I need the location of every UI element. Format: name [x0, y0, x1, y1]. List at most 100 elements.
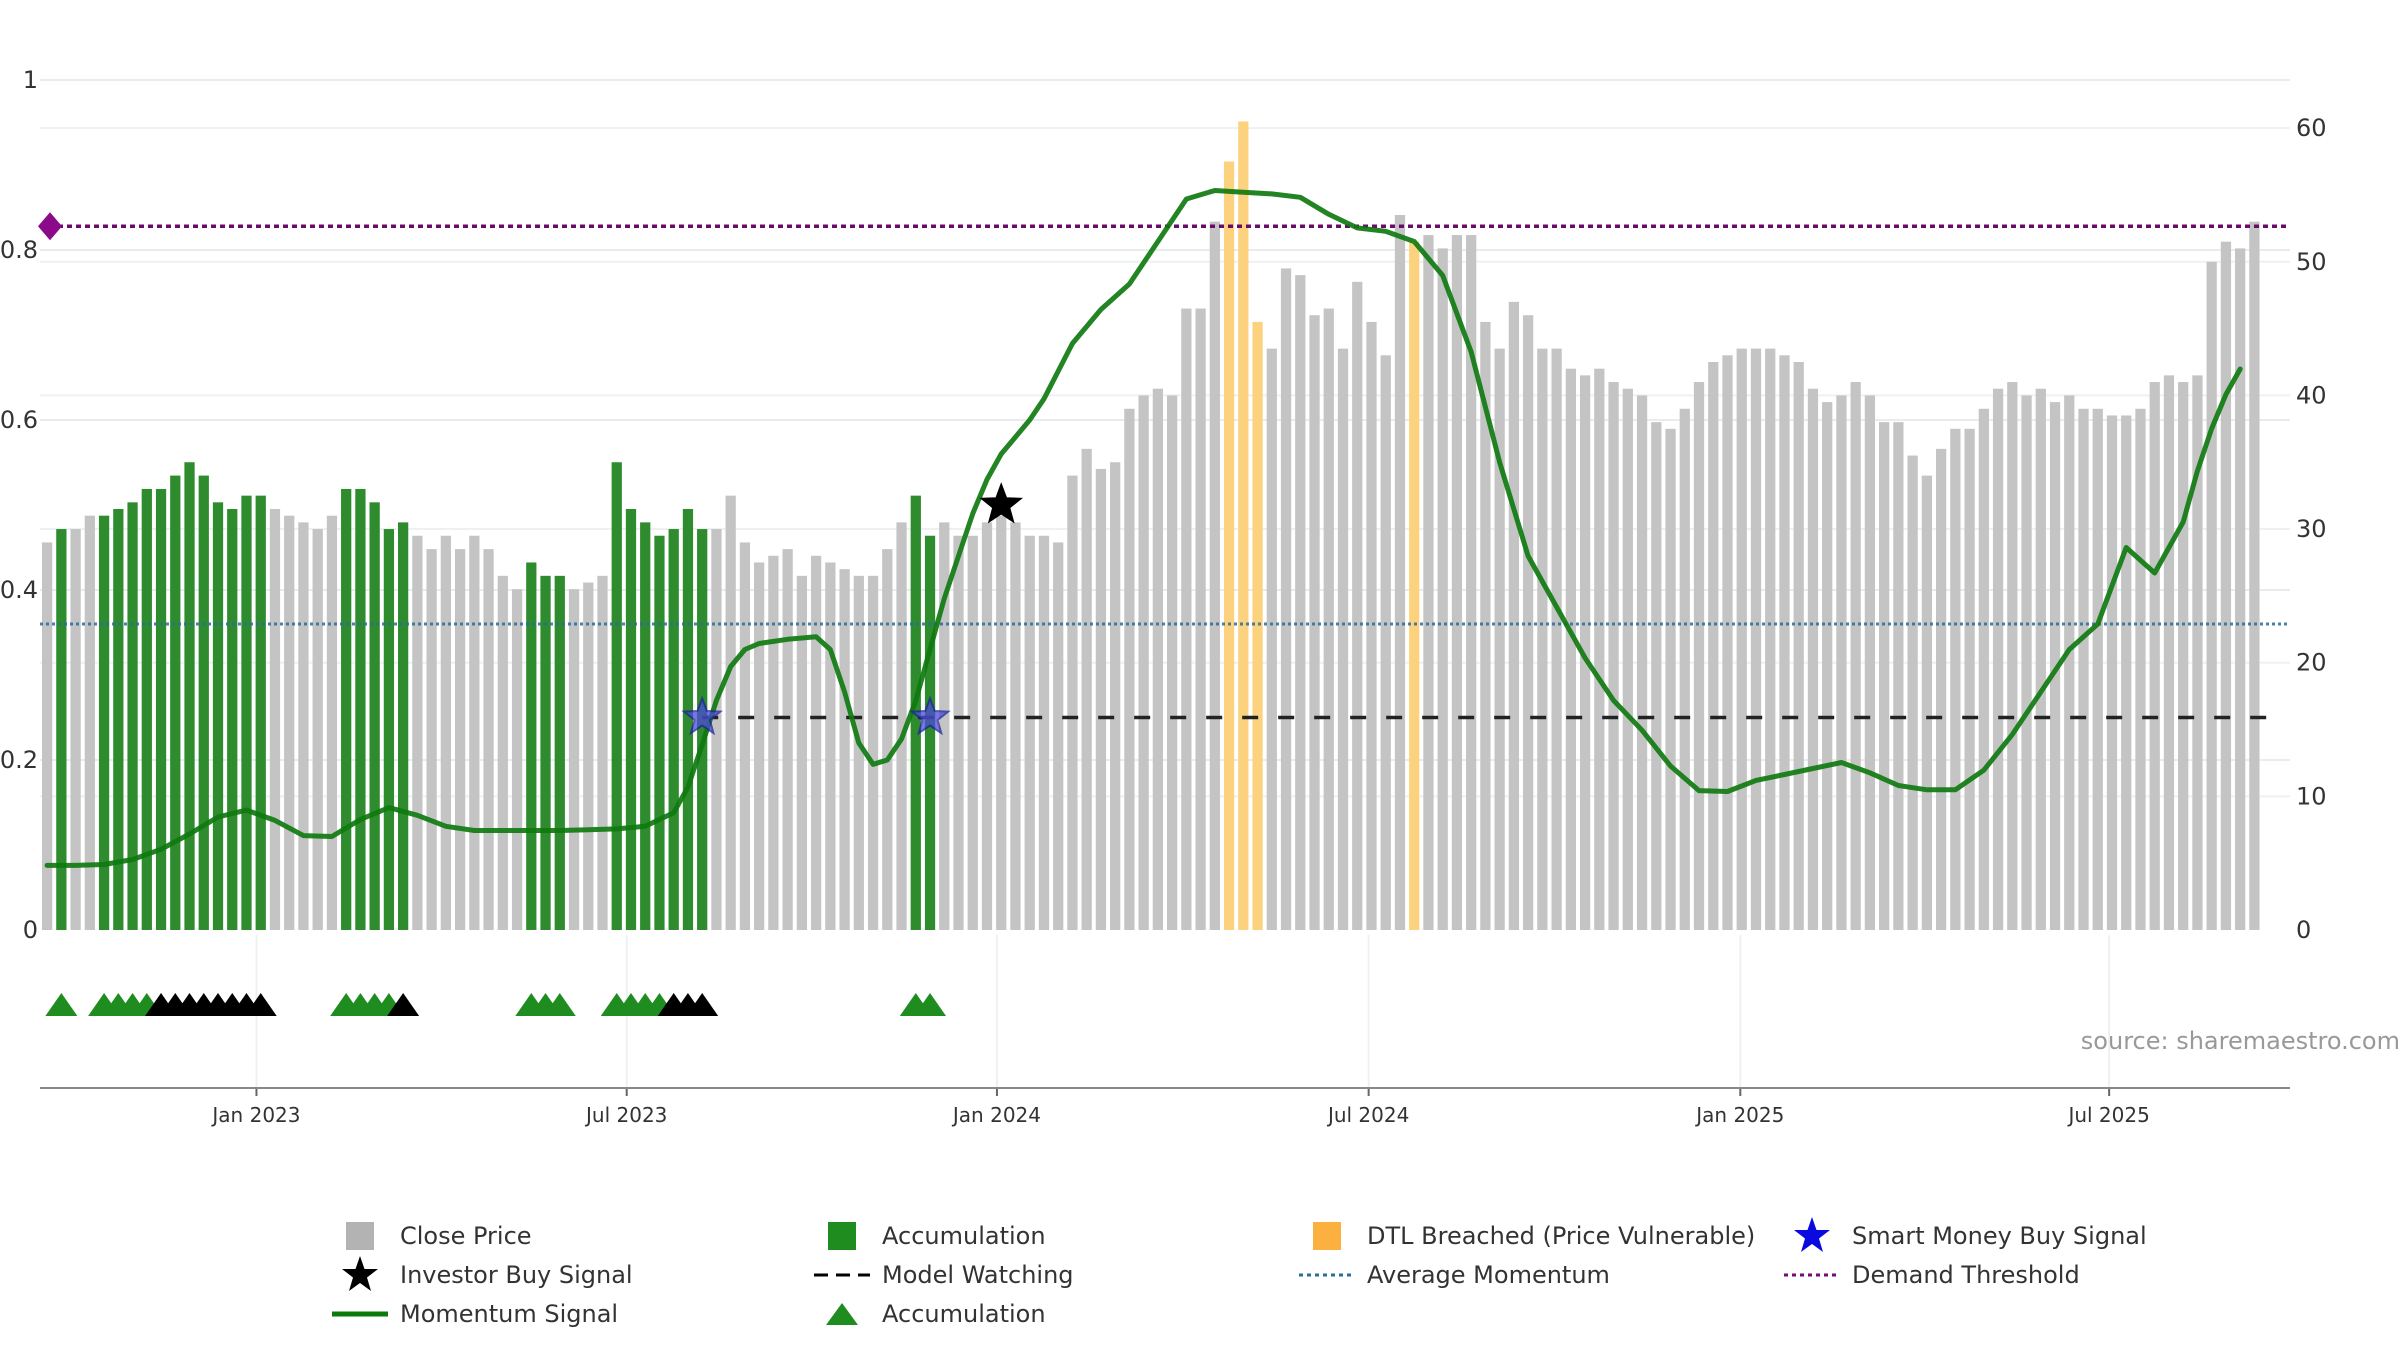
- close-price-bar: [996, 515, 1007, 930]
- close-price-bar: [2007, 382, 2018, 930]
- close-price-bar: [2192, 375, 2203, 930]
- close-price-bar: [1978, 408, 1989, 931]
- close-price-bar: [1736, 348, 1747, 930]
- close-price-bar: [1423, 235, 1434, 931]
- accumulation-bar: [383, 529, 395, 930]
- accumulation-bar: [241, 495, 252, 930]
- close-price-bar: [1024, 535, 1035, 930]
- dtl-breached-bar: [1238, 121, 1249, 931]
- x-tick-label: Jan 2025: [1694, 1103, 1784, 1127]
- momentum-line: [44, 188, 2243, 868]
- close-price-bar: [511, 589, 523, 930]
- close-price-bar: [412, 535, 423, 930]
- accumulation-bar: [540, 575, 551, 930]
- close-price-bar: [1665, 428, 1676, 930]
- accumulation-bar: [141, 488, 152, 930]
- accumulation-bar: [554, 575, 565, 930]
- close-price-bar: [1110, 462, 1121, 930]
- close-price-bar: [1295, 275, 1306, 930]
- close-price-bar: [1266, 348, 1277, 930]
- accumulation-bar: [170, 475, 181, 930]
- close-price-bar: [2049, 402, 2061, 930]
- close-price-bar: [1038, 535, 1050, 930]
- accumulation-bar: [611, 462, 622, 930]
- close-price-bar: [2078, 408, 2089, 931]
- close-price-bar: [1451, 235, 1463, 931]
- close-price-bar: [882, 549, 893, 930]
- close-price-bar: [1636, 395, 1648, 930]
- close-price-bar: [1152, 388, 1164, 930]
- close-price-bar: [469, 535, 480, 930]
- close-price-bar: [2206, 261, 2217, 931]
- close-price-bar: [298, 522, 309, 930]
- smart-money-buy-star: [909, 695, 951, 736]
- accumulation-bar: [127, 502, 138, 930]
- close-price-bar: [1565, 368, 1576, 930]
- close-price-bar: [754, 562, 765, 930]
- close-price-bar: [1081, 448, 1092, 930]
- close-price-bar: [1166, 395, 1178, 930]
- accumulation-bar: [697, 529, 708, 930]
- close-price-bar: [1323, 308, 1334, 931]
- accumulation-bar: [398, 522, 409, 930]
- close-price-bar: [867, 575, 879, 930]
- accumulation-bar: [255, 495, 266, 930]
- close-price-bar: [312, 529, 323, 930]
- close-price-bar: [1622, 388, 1633, 930]
- y-left-tick-label: 1: [23, 66, 38, 94]
- close-price-bar: [1950, 428, 1961, 930]
- close-price-bar: [1124, 408, 1135, 931]
- accumulation-triangle-black: [387, 993, 420, 1016]
- close-price-bar: [1010, 522, 1021, 930]
- accumulation-bar: [198, 475, 209, 930]
- y-left-tick-label: 0.6: [0, 406, 38, 434]
- close-price-bar: [284, 515, 295, 930]
- close-price-bar: [2121, 415, 2132, 931]
- close-price-bar: [1907, 455, 1918, 930]
- close-price-bar: [1708, 361, 1719, 931]
- y-right-tick-label: 60: [2296, 114, 2327, 142]
- price-bars: [41, 121, 2260, 931]
- close-price-bar: [725, 495, 736, 930]
- y-left-tick-label: 0.4: [0, 576, 38, 604]
- close-price-bar: [1793, 361, 1804, 931]
- close-price-bar: [1380, 355, 1391, 930]
- close-price-bar: [454, 549, 466, 930]
- accumulation-bar: [113, 509, 124, 930]
- x-tick-label: Jul 2024: [1326, 1103, 1409, 1127]
- close-price-bar: [1537, 348, 1548, 930]
- reference-lines: [38, 212, 2290, 720]
- close-price-bar: [483, 549, 494, 930]
- close-price-bar: [1437, 248, 1448, 930]
- smart-money-buy-star: [681, 695, 724, 736]
- dtl-breached-bar: [1409, 241, 1420, 930]
- accumulation-triangle-black: [244, 993, 277, 1016]
- close-price-bar: [1579, 375, 1591, 930]
- close-price-bar: [1693, 382, 1705, 930]
- close-price-bar: [1053, 542, 1064, 930]
- accumulation-bar: [640, 522, 651, 930]
- close-price-bar: [1280, 268, 1292, 931]
- close-price-bar: [1138, 395, 1149, 930]
- close-price-bar: [1864, 395, 1876, 930]
- y-right-tick-label: 0: [2296, 916, 2311, 944]
- momentum-signal-line: [44, 188, 2243, 868]
- accumulation-bar: [682, 509, 694, 930]
- close-price-bar: [2135, 408, 2146, 931]
- close-price-bar: [1594, 368, 1605, 930]
- close-price-bar: [981, 522, 993, 930]
- close-price-bar: [853, 575, 864, 930]
- accumulation-triangle: [543, 993, 576, 1016]
- close-price-bar: [2235, 248, 2246, 930]
- close-price-bar: [2092, 408, 2103, 931]
- x-tick-label: Jul 2023: [584, 1103, 667, 1127]
- dtl-breached-bar: [1252, 321, 1263, 930]
- close-price-bar: [967, 535, 978, 930]
- close-price-bar: [1850, 382, 1861, 930]
- close-price-bar: [1352, 281, 1363, 930]
- close-price-bar: [2249, 221, 2260, 930]
- close-price-bar: [1935, 448, 1947, 930]
- accumulation-bar: [654, 535, 665, 930]
